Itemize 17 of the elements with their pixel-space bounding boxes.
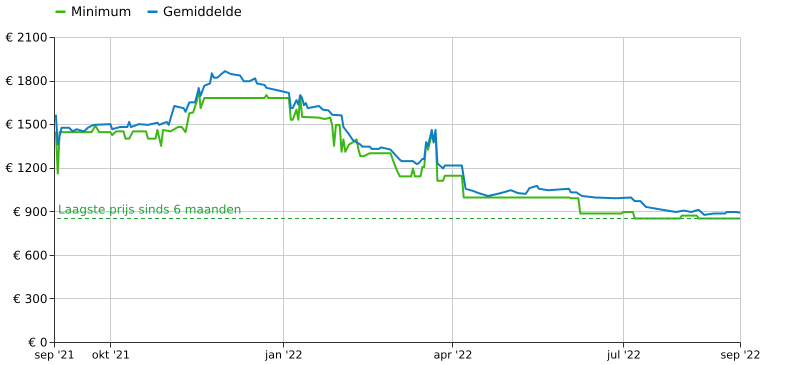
y-tick-label: € 1800: [6, 74, 48, 88]
x-tick-label: sep '22: [720, 348, 760, 362]
x-tick-label: okt '21: [92, 348, 130, 362]
y-tick-label: € 1500: [6, 118, 48, 132]
legend-label: Minimum: [71, 4, 132, 20]
y-tick-label: € 900: [13, 204, 48, 219]
y-tick-label: € 600: [13, 248, 48, 262]
y-tick-label: € 300: [13, 292, 48, 306]
y-tick-label: € 1200: [6, 161, 48, 176]
legend-label: Gemiddelde: [163, 4, 242, 20]
y-tick-label: € 2100: [6, 30, 48, 44]
y-tick-label: € 0: [28, 336, 48, 350]
x-tick-label: sep '21: [34, 348, 74, 362]
x-tick-label: jul '22: [606, 348, 641, 362]
x-tick-label: jan '22: [264, 348, 302, 362]
x-tick-label: apr '22: [434, 348, 472, 362]
ref-line-label: Laagste prijs sinds 6 maanden: [58, 202, 242, 217]
